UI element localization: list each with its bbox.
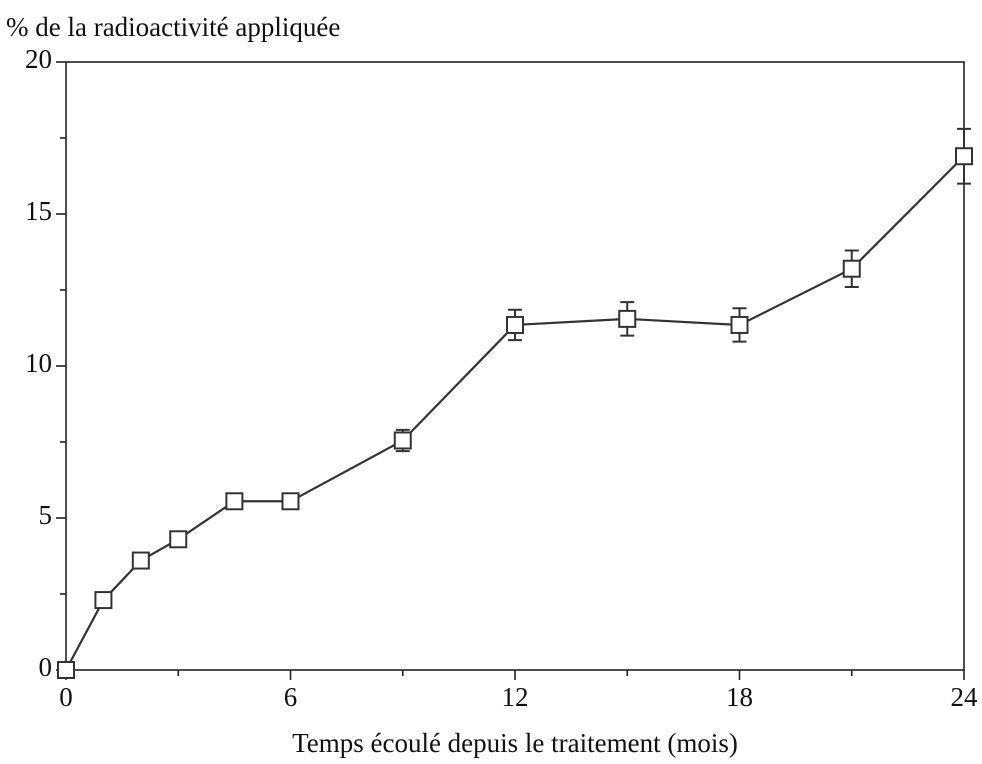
x-tick-label: 24 [951,682,979,712]
x-tick-label: 6 [284,682,298,712]
marker [730,315,749,334]
y-tick-label: 15 [25,196,52,226]
marker [955,147,973,166]
y-tick-label: 0 [39,652,53,682]
marker [281,492,300,511]
plot-frame [65,61,965,671]
x-tick-label: 18 [726,682,753,712]
y-tick-label: 10 [25,348,52,378]
marker [393,431,412,450]
marker [618,309,637,328]
data-line [65,155,965,671]
y-tick-label: 5 [39,500,53,530]
marker [169,530,188,549]
x-axis-label: Temps écoulé depuis le traitement (mois) [292,728,738,758]
y-tick-label: 20 [25,44,52,74]
marker [131,551,150,570]
marker [506,315,524,334]
x-tick-label: 12 [502,682,529,712]
marker [57,661,75,679]
marker [94,591,113,610]
chart-title: % de la radioactivité appliquée [6,12,340,42]
marker [842,259,861,278]
x-tick-label: 0 [59,682,73,712]
marker [225,492,244,511]
